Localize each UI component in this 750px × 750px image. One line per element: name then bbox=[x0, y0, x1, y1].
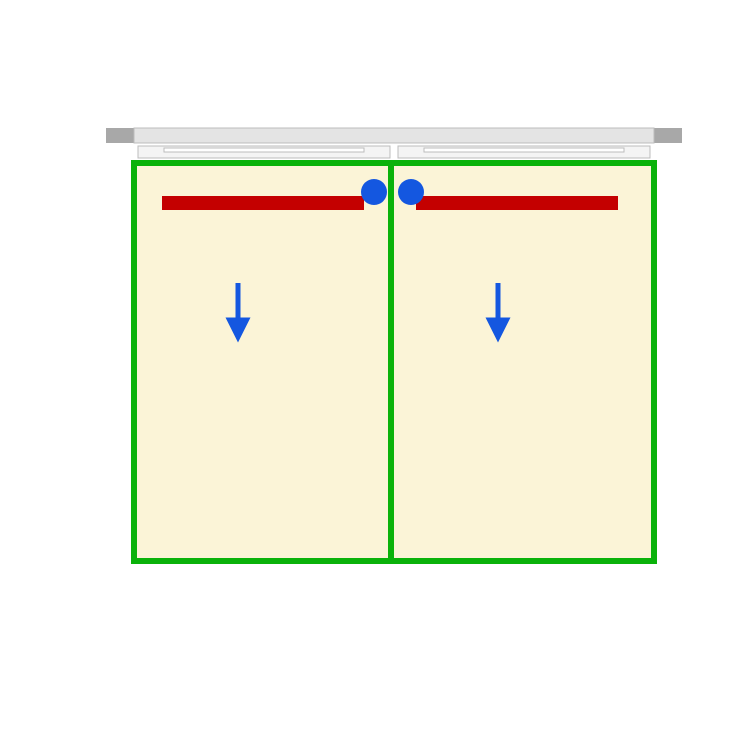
red-bar-left bbox=[162, 196, 364, 210]
blue-dot-left bbox=[361, 179, 387, 205]
door-panel-right bbox=[424, 148, 624, 152]
top-cap-left bbox=[106, 128, 134, 143]
red-bar-right bbox=[416, 196, 618, 210]
door-panel-left bbox=[164, 148, 364, 152]
blue-dot-right bbox=[398, 179, 424, 205]
top-cap-right bbox=[654, 128, 682, 143]
top-slab bbox=[134, 128, 654, 143]
